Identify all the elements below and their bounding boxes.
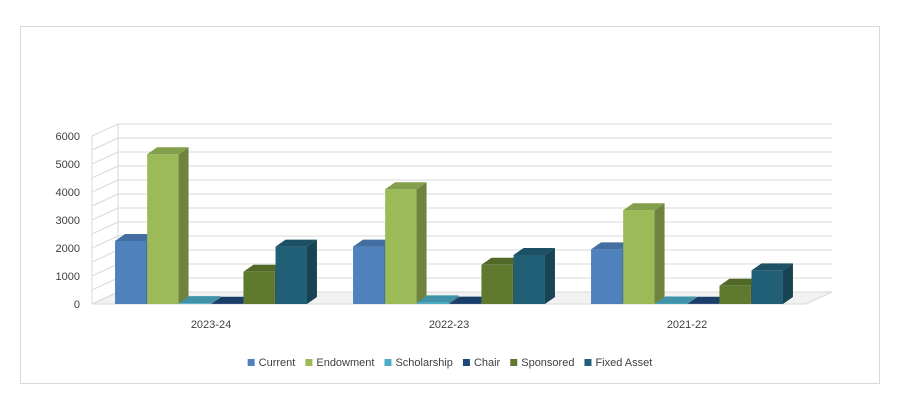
bar-side <box>178 147 189 304</box>
bar-fixed-asset <box>751 270 783 304</box>
bar-top <box>417 295 459 303</box>
side-gridline <box>91 151 119 165</box>
y-tick-label: 5000 <box>56 159 80 171</box>
bar-scholarship <box>417 302 449 304</box>
bar-scholarship <box>655 303 687 304</box>
bar-fixed-asset <box>275 246 307 304</box>
x-category-label: 2023-24 <box>191 319 231 331</box>
side-gridline <box>91 179 119 193</box>
bar-side <box>416 182 427 304</box>
legend-swatch <box>247 359 255 366</box>
side-gridline <box>91 221 119 235</box>
x-category-label: 2021-22 <box>667 319 707 331</box>
y-tick-label: 4000 <box>56 187 80 199</box>
bar-side <box>544 248 555 304</box>
bar-top <box>751 263 793 271</box>
legend-label: Fixed Asset <box>595 357 652 369</box>
bar-top <box>275 239 317 247</box>
side-gridline <box>91 235 119 249</box>
bar-side <box>306 239 317 304</box>
side-gridline <box>91 123 119 137</box>
bar-sponsored <box>719 285 751 304</box>
bar-top <box>591 242 633 250</box>
legend-swatch <box>384 359 392 366</box>
side-gridline <box>91 291 119 305</box>
bar-top <box>115 234 157 241</box>
bar-top <box>211 296 253 304</box>
y-tick-label: 0 <box>74 299 80 311</box>
y-tick-label: 2000 <box>56 243 80 255</box>
bar-endowment <box>385 189 417 304</box>
side-gridline <box>91 193 119 207</box>
bar-side <box>686 296 697 304</box>
bar-endowment <box>147 154 179 304</box>
bar-top <box>687 296 729 304</box>
legend-label: Scholarship <box>395 357 452 369</box>
bar-top <box>243 264 285 272</box>
bar-top <box>147 147 189 155</box>
bar-top <box>623 203 665 211</box>
legend-label: Chair <box>474 357 501 369</box>
bar-endowment <box>623 210 655 304</box>
bar-top <box>179 296 221 304</box>
legend-label: Endowment <box>316 357 374 369</box>
legend-swatch <box>510 359 518 366</box>
bar-side <box>654 203 665 304</box>
bar-top <box>655 296 697 304</box>
y-tick-label: 6000 <box>56 131 80 143</box>
side-gridline <box>91 249 119 263</box>
y-tick-label: 1000 <box>56 271 80 283</box>
bar-top <box>353 239 395 247</box>
legend-swatch <box>584 359 592 366</box>
bar-top <box>719 278 761 286</box>
bar-scholarship <box>179 303 211 304</box>
side-gridline <box>91 137 119 151</box>
bar-top <box>449 296 491 304</box>
bar-side <box>210 296 221 304</box>
side-gridline <box>91 165 119 179</box>
side-gridline <box>91 277 119 291</box>
side-gridline <box>91 263 119 277</box>
bar-fixed-asset <box>513 255 545 304</box>
bar-sponsored <box>481 264 513 304</box>
legend-swatch <box>462 359 470 366</box>
legend-label: Current <box>259 357 296 369</box>
bar-current <box>591 249 623 304</box>
side-gridline <box>91 207 119 221</box>
x-category-label: 2022-23 <box>429 319 469 331</box>
y-tick-label: 3000 <box>56 215 80 227</box>
bar-side <box>782 263 793 304</box>
bar-top <box>385 182 427 190</box>
bar-side <box>448 295 459 304</box>
legend-label: Sponsored <box>521 357 574 369</box>
bar-sponsored <box>243 271 275 304</box>
bar-top <box>481 257 523 265</box>
legend-swatch <box>305 359 313 366</box>
bar-current <box>115 241 147 304</box>
bar-current <box>353 246 385 304</box>
bar-top <box>513 248 555 255</box>
